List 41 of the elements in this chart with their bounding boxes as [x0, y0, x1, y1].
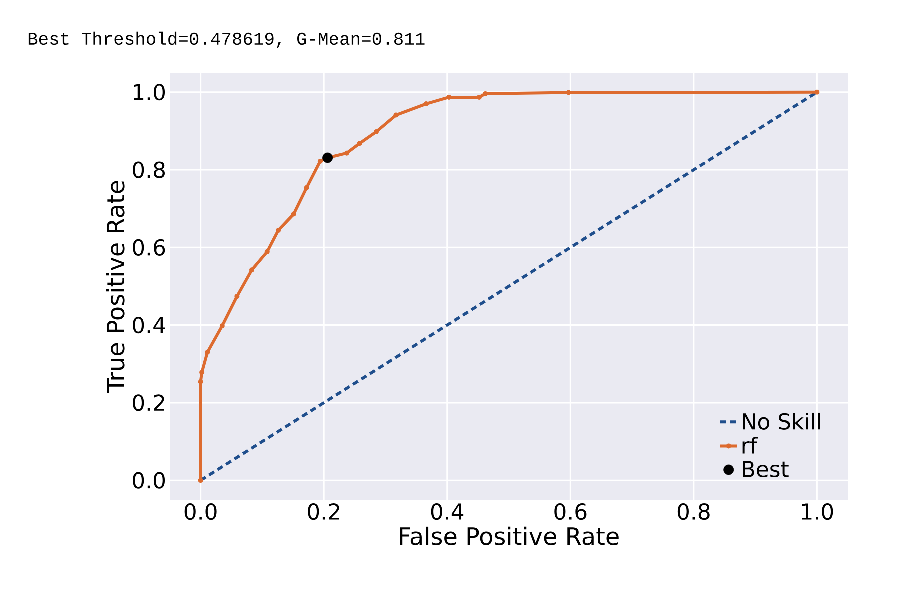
point	[220, 324, 225, 329]
point	[304, 185, 310, 190]
x-tick-label: 0.0	[184, 504, 217, 520]
point	[374, 129, 379, 134]
y-tick-label: 0.8	[133, 162, 165, 178]
point	[344, 150, 350, 156]
y-axis-title: True Positive Rate	[106, 181, 125, 394]
point	[424, 102, 429, 107]
point	[357, 141, 362, 146]
y-tick-label: 0.2	[133, 394, 164, 412]
point	[483, 91, 488, 96]
y-tick-label: 0.6	[133, 239, 166, 256]
point	[198, 478, 204, 484]
point	[446, 94, 452, 100]
x-tick-label: 0.6	[554, 504, 587, 520]
point	[205, 350, 210, 355]
x-tick-label: 1.0	[802, 504, 834, 520]
point	[322, 152, 333, 164]
y-tick-label: 0.4	[133, 317, 166, 334]
y-tick-label: 0.0	[133, 472, 166, 489]
chart-title: Best Threshold=0.478619, G-Mean=0.811	[28, 32, 425, 48]
point	[198, 379, 204, 384]
point	[264, 249, 270, 254]
x-tick-label: 0.4	[431, 504, 464, 520]
point	[814, 90, 820, 95]
point	[318, 158, 323, 164]
legend-label: rf	[742, 437, 758, 454]
legend-label: Best	[743, 461, 789, 478]
point	[234, 294, 240, 300]
legend-label: No Skill	[743, 412, 820, 430]
point	[276, 228, 281, 234]
point	[200, 370, 205, 376]
point	[476, 94, 482, 100]
point	[566, 90, 572, 96]
point	[394, 112, 399, 118]
y-tick-label: 1.0	[134, 84, 166, 101]
point	[249, 268, 254, 273]
point	[291, 212, 296, 217]
x-tick-label: 0.2	[308, 504, 340, 520]
x-axis-title: False Positive Rate	[400, 526, 619, 546]
x-tick-label: 0.8	[678, 504, 710, 520]
